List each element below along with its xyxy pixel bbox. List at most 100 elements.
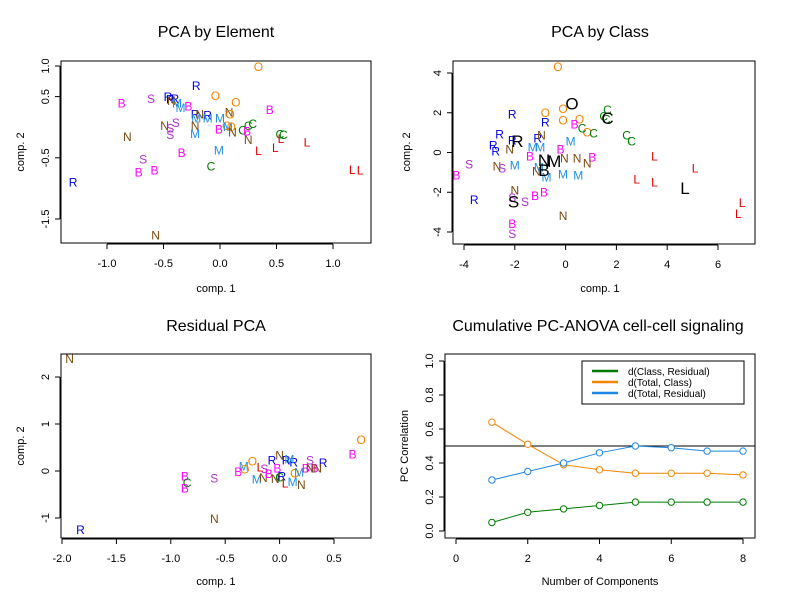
data-point: R (268, 454, 277, 468)
data-point: B (181, 481, 189, 495)
data-point: B (557, 143, 565, 157)
data-point: L (278, 132, 285, 146)
data-point: L (651, 149, 658, 163)
data-point: C (279, 128, 288, 142)
data-point: N (191, 119, 200, 133)
data-point: S (508, 191, 516, 205)
data-point: S (166, 121, 174, 135)
data-point: C (248, 117, 257, 131)
data-point: L (692, 161, 699, 175)
series-point (739, 447, 747, 455)
data-point: N (151, 229, 160, 243)
chart-title: Cumulative PC-ANOVA cell-cell signaling (452, 318, 743, 335)
x-tick-label: 8 (740, 553, 746, 565)
data-point: L (282, 477, 289, 491)
series-point (524, 440, 532, 448)
data-point: C (603, 103, 612, 117)
data-point: L (304, 136, 311, 150)
class-centroid: B (538, 161, 549, 180)
data-point: R (470, 193, 479, 207)
data-point: S (139, 153, 147, 167)
data-point: R (203, 109, 212, 123)
data-point: B (234, 465, 242, 479)
data-point: B (526, 149, 534, 163)
data-point: R (69, 175, 78, 189)
chart-title: PCA by Element (158, 24, 275, 41)
y-tick-label: -1.5 (40, 210, 52, 229)
class-centroid: O (565, 94, 578, 113)
data-point: C (622, 129, 631, 143)
data-point: N (583, 156, 592, 170)
data-point: M (558, 167, 568, 181)
data-point: R (191, 107, 200, 121)
y-axis-label: comp. 2 (15, 426, 27, 465)
x-tick-label: 0 (453, 553, 459, 565)
data-point: S (508, 227, 516, 241)
legend: d(Class, Residual) d(Total, Class) d(Tot… (581, 360, 745, 405)
y-tick-label: 0.6 (424, 421, 436, 436)
data-point: C (602, 113, 611, 127)
data-point: N (210, 512, 219, 526)
data-point: M (534, 160, 544, 174)
data-point: L (349, 163, 356, 177)
data-point: O (254, 60, 263, 74)
data-point: R (170, 92, 179, 106)
data-point: R (495, 128, 504, 142)
data-point: M (535, 141, 545, 155)
data-point: B (184, 99, 192, 113)
x-tick-label: 6 (668, 553, 674, 565)
panel-cumulative-pc-anova: Cumulative PC-ANOVA cell-cell signaling … (399, 318, 756, 588)
data-point: L (651, 175, 658, 189)
data-point: M (223, 120, 233, 134)
series-point (667, 498, 675, 506)
data-point: N (228, 126, 237, 140)
x-tick-label: -4 (459, 259, 469, 271)
data-point: N (195, 107, 204, 121)
data-point: C (627, 135, 636, 149)
data-point: O (290, 466, 299, 480)
data-point: L (257, 461, 264, 475)
data-point: C (589, 127, 598, 141)
data-point: N (160, 119, 169, 133)
data-point: S (172, 116, 180, 130)
x-tick-label: -2 (510, 259, 520, 271)
plot-frame (452, 60, 756, 245)
data-point: R (164, 90, 173, 104)
x-tick-label: -2.0 (53, 553, 72, 565)
data-point: B (570, 118, 578, 132)
data-point: M (172, 96, 182, 110)
x-tick-label: 2 (525, 553, 531, 565)
data-point: R (508, 108, 517, 122)
series-point (631, 498, 640, 506)
legend-label: d(Total, Class) (628, 378, 692, 389)
series-point (739, 498, 747, 506)
data-point: B (508, 217, 516, 231)
x-tick-label: 2 (613, 259, 619, 271)
x-tick-label: 0.0 (272, 553, 287, 565)
data-point: L (739, 196, 746, 210)
class-centroid: N (538, 151, 550, 170)
x-ticks: 0 2 4 6 8 (453, 538, 746, 565)
data-point: M (294, 465, 304, 479)
data-point: M (190, 127, 200, 141)
panel-pca-by-class: PCA by Class comp. 1 comp. 2 -4 -2 0 2 4 6 4 2… (401, 24, 756, 295)
x-tick-label: -0.5 (216, 553, 235, 565)
data-point: R (289, 456, 298, 470)
data-point: S (465, 157, 473, 171)
series-line (491, 445, 743, 481)
data-point: B (273, 462, 281, 476)
chart-title: PCA by Class (551, 24, 649, 41)
data-point: O (558, 102, 567, 116)
data-point: S (498, 161, 506, 175)
data-point: N (297, 478, 306, 492)
y-tick-label: 2 (432, 110, 444, 116)
data-point: O (583, 126, 592, 140)
data-point: L (255, 144, 262, 158)
data-point: B (118, 96, 126, 110)
data-point: M (566, 135, 576, 149)
x-tick-label: 6 (715, 259, 721, 271)
data-point: B (150, 164, 158, 178)
y-tick-label: 0.2 (424, 489, 436, 504)
